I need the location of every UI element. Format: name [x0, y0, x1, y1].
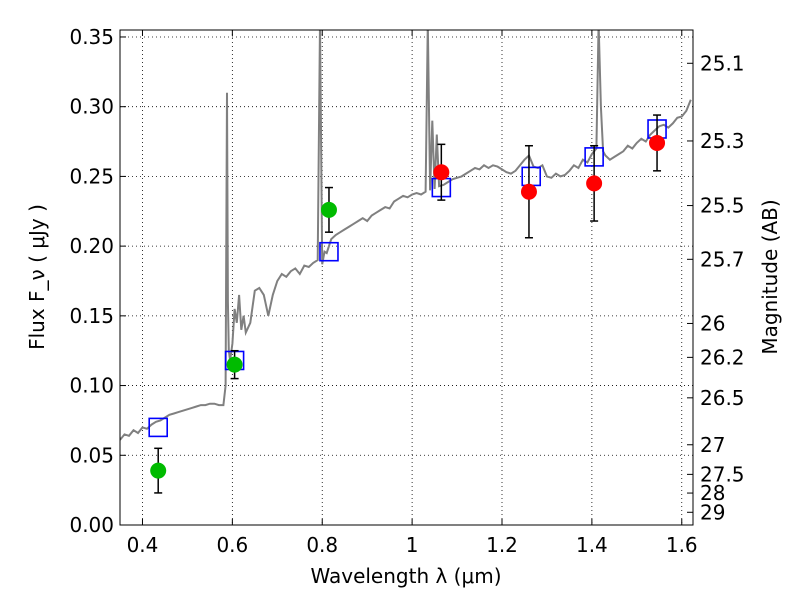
observed-flux-point	[433, 164, 450, 181]
y-tick-label: 0.30	[69, 95, 114, 119]
right-tick-label: 26.2	[700, 345, 745, 369]
observed-flux-point	[649, 134, 666, 151]
right-axis-label: Magnitude (AB)	[758, 199, 782, 354]
model-spectrum	[120, 30, 692, 441]
observed-flux-point	[586, 175, 603, 192]
observed-flux-point	[226, 356, 243, 373]
right-tick-label: 27.5	[700, 462, 745, 486]
observed-photometry-points	[150, 134, 666, 479]
observed-flux-point	[150, 462, 167, 479]
y-tick-label: 0.25	[69, 164, 114, 188]
y-tick-label: 0.35	[69, 25, 114, 49]
right-tick-label: 25.1	[700, 51, 745, 75]
right-tick-label: 28	[700, 481, 725, 505]
y-tick-label: 0.10	[69, 374, 114, 398]
y-tick-label: 0.05	[69, 443, 114, 467]
right-tick-label: 26.5	[700, 386, 745, 410]
spectrum-line	[120, 30, 692, 441]
grid-lines	[120, 30, 693, 526]
right-tick-label: 25.7	[700, 247, 745, 271]
y-tick-label: 0.15	[69, 304, 114, 328]
y-tick-label: 0.00	[69, 513, 114, 537]
model-flux-square	[148, 417, 168, 438]
observed-flux-point	[320, 201, 337, 218]
error-bars	[154, 114, 662, 494]
x-tick-label: 0.6	[216, 533, 248, 557]
x-axis-ticks: 0.4 0.6 0.8 1 1.2 1.4 1.6	[127, 30, 698, 557]
right-tick-label: 27	[700, 433, 725, 457]
right-tick-label: 25.5	[700, 194, 745, 218]
x-tick-label: 1	[406, 533, 419, 557]
y-axis-label-text: Flux F_ν ( μJy )	[25, 204, 49, 350]
plot-frame	[119, 29, 694, 526]
y-tick-label: 0.20	[69, 234, 114, 258]
x-tick-label: 1.2	[486, 533, 518, 557]
right-axis-label-text: Magnitude (AB)	[758, 199, 782, 354]
x-tick-label: 1.6	[666, 533, 698, 557]
y-axis-ticks: 0.00 0.05 0.10 0.15 0.20 0.25 0.30 0.35	[69, 25, 126, 537]
x-axis-label-text: Wavelength λ (μm)	[310, 564, 501, 588]
x-tick-label: 0.4	[127, 533, 159, 557]
x-axis-label: Wavelength λ (μm)	[310, 564, 501, 588]
x-tick-label: 1.4	[576, 533, 608, 557]
x-tick-label: 0.8	[306, 533, 338, 557]
right-tick-label: 29	[700, 500, 725, 524]
model-flux-square	[319, 241, 339, 262]
right-tick-label: 26	[700, 311, 725, 335]
y-axis-label: Flux F_ν ( μJy )	[25, 204, 49, 350]
observed-flux-point	[520, 183, 537, 200]
right-tick-label: 25.3	[700, 129, 745, 153]
